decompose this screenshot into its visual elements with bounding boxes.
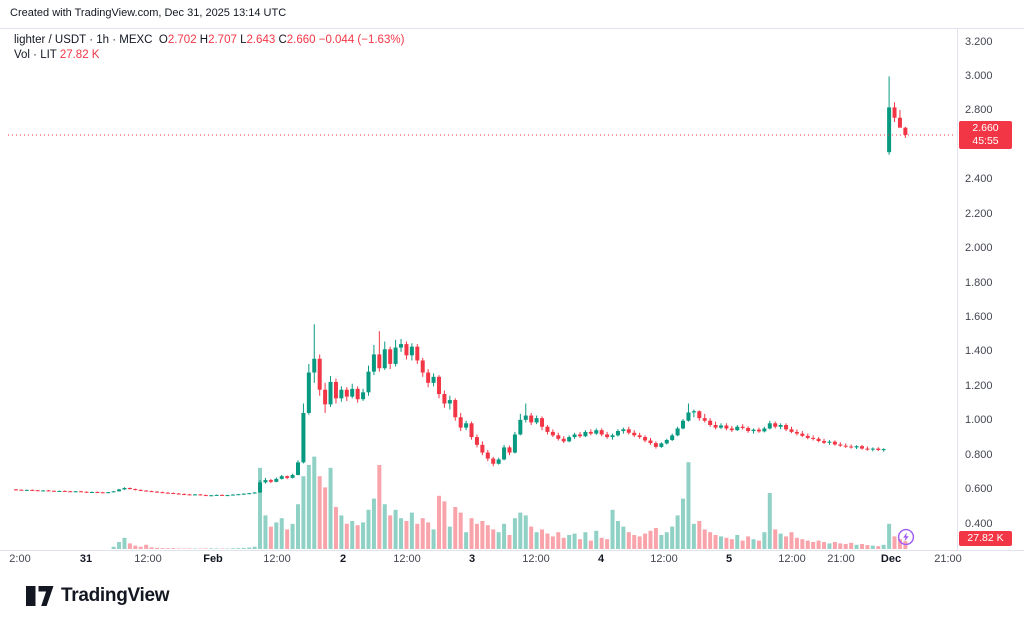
time-tick-label: 12:00 xyxy=(778,553,806,565)
legend-text-run: 2.660 xyxy=(286,34,316,46)
price-tick-label: 3.200 xyxy=(965,35,993,48)
legend-text-run: 2.702 xyxy=(167,34,197,46)
price-tick-label: 1.400 xyxy=(965,345,993,358)
volume-value-badge: 27.82 K xyxy=(959,531,1012,546)
time-tick-label: 3 xyxy=(468,553,476,565)
time-tick-label: 21:00 xyxy=(934,553,962,565)
lightning-boost-icon[interactable] xyxy=(897,528,915,546)
legend-text-run: 2.707 xyxy=(208,34,237,46)
tradingview-wordmark: TradingView xyxy=(61,585,170,606)
time-tick-label: 12:00 xyxy=(263,553,291,565)
time-tick-label: 12:00 xyxy=(134,553,162,565)
top-divider xyxy=(0,28,1024,29)
time-tick-label: 5 xyxy=(725,553,733,565)
time-axis-divider xyxy=(0,550,1024,551)
price-tick-label: 1.000 xyxy=(965,414,993,427)
lightning-bolt-glyph xyxy=(897,528,915,546)
legend-text-run: Vol · LIT xyxy=(14,49,57,61)
tradingview-logo-glyph xyxy=(26,586,54,606)
time-tick-label: 4 xyxy=(597,553,605,565)
time-tick-label: 12:00 xyxy=(393,553,421,565)
last-price-badge: 2.660 45:55 xyxy=(959,120,1012,149)
price-axis-divider xyxy=(957,29,958,550)
legend-text-run: lighter / USDT · 1h · MEXC xyxy=(14,34,159,46)
legend-text-run: −0.044 (−1.63%) xyxy=(315,34,405,46)
price-tick-label: 0.400 xyxy=(965,517,993,530)
time-axis[interactable]: 2:00 31 12:00 Feb 12:00 2 12:00 3 12:00 4 12:00 5 12… xyxy=(0,553,1024,569)
attribution-text: Created with TradingView.com, Dec 31, 20… xyxy=(10,7,287,19)
time-tick-label: Feb xyxy=(203,553,223,565)
time-tick-label: 12:00 xyxy=(650,553,678,565)
price-axis[interactable]: 3.2003.0002.8002.6002.4002.2002.0001.800… xyxy=(957,0,1024,550)
bar-countdown: 45:55 xyxy=(972,134,999,147)
price-tick-label: 1.600 xyxy=(965,310,993,323)
time-tick-label: 2 xyxy=(339,553,347,565)
legend-text-run: O xyxy=(158,34,168,46)
price-tick-label: 0.600 xyxy=(965,483,993,496)
legend-text-run: 2.643 xyxy=(246,34,276,46)
price-tick-label: 3.000 xyxy=(965,69,993,82)
time-tick-label: 31 xyxy=(79,553,93,565)
legend-text-run: C xyxy=(275,34,287,46)
price-tick-label: 2.000 xyxy=(965,242,993,255)
time-tick-label: 2:00 xyxy=(9,553,31,565)
price-tick-label: 0.800 xyxy=(965,448,993,461)
legend-volume-row: Vol · LIT 27.82 K xyxy=(14,48,404,63)
tradingview-logo[interactable]: TradingView xyxy=(26,585,170,607)
time-tick-label: 12:00 xyxy=(522,553,550,565)
legend-symbol-ohlc-row: lighter / USDT · 1h · MEXC O2.702 H2.707… xyxy=(14,33,404,48)
legend-text-run: L xyxy=(236,34,247,46)
price-tick-label: 2.400 xyxy=(965,173,993,186)
legend-text-run: H xyxy=(196,34,209,46)
price-tick-label: 2.200 xyxy=(965,207,993,220)
time-tick-label: 21:00 xyxy=(827,553,855,565)
chart-legend[interactable]: lighter / USDT · 1h · MEXC O2.702 H2.707… xyxy=(14,33,404,63)
last-price-value: 2.660 xyxy=(972,121,999,134)
time-tick-label: Dec xyxy=(880,553,902,565)
price-tick-label: 1.200 xyxy=(965,379,993,392)
legend-text-run: 27.82 K xyxy=(56,49,100,61)
price-tick-label: 1.800 xyxy=(965,276,993,289)
price-tick-label: 2.800 xyxy=(965,104,993,117)
